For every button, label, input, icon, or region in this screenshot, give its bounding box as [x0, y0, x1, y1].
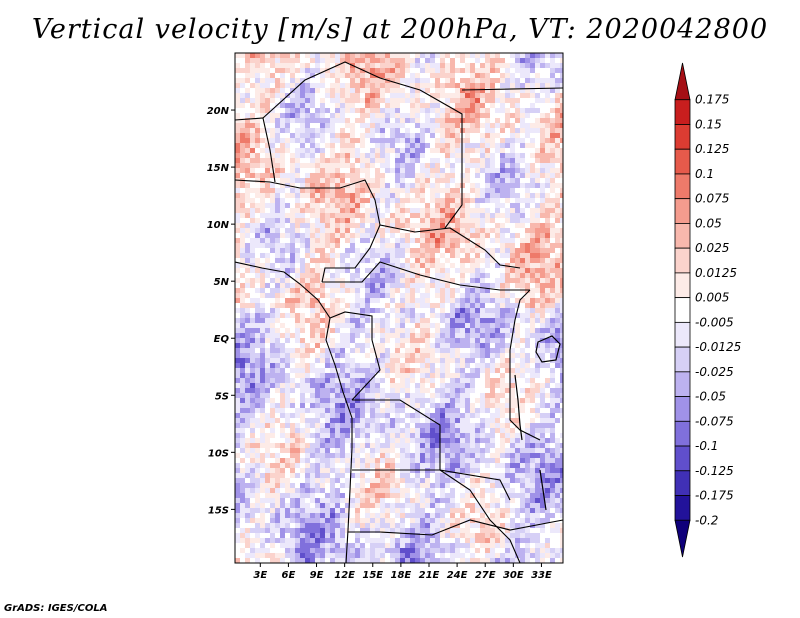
border-sahel	[235, 179, 381, 226]
x-tick-label: 30E	[503, 570, 524, 581]
colorbar-segment	[674, 99, 691, 125]
y-tick-label: 10S	[208, 448, 229, 459]
y-tick-label: 20N	[207, 106, 230, 117]
colorbar-label: 0.075	[695, 192, 729, 206]
colorbar-label: -0.025	[695, 365, 734, 379]
colorbar-label: -0.005	[695, 315, 734, 329]
colorbar-segment	[674, 470, 691, 496]
x-tick-label: 12E	[334, 570, 355, 581]
colorbar-label: 0.0125	[695, 266, 737, 280]
x-tick-label: 9E	[310, 570, 324, 581]
x-tick-label: 15E	[362, 570, 383, 581]
colorbar-label: -0.0125	[695, 340, 741, 354]
colorbar-label: 0.125	[695, 142, 729, 156]
colorbar-segment	[674, 148, 691, 175]
border-west-edge	[235, 117, 276, 183]
border-car	[379, 224, 521, 269]
x-tick-label: 33E	[531, 570, 552, 581]
colorbar-label: -0.125	[695, 464, 734, 478]
border-angola	[352, 399, 511, 501]
colorbar-label: -0.2	[695, 513, 718, 527]
colorbar-segment	[674, 297, 691, 323]
border-drc-east	[509, 289, 541, 441]
border-east	[439, 469, 521, 563]
chart-title: Vertical velocity [m/s] at 200hPa, VT: 2…	[31, 14, 769, 45]
coastline	[235, 261, 353, 563]
y-tick-label: 5N	[214, 277, 230, 288]
colorbar-segment	[674, 371, 691, 397]
y-tick-label: 15S	[208, 505, 229, 516]
country-borders	[235, 61, 563, 563]
credit-text: GrADS: IGES/COLA	[4, 603, 108, 614]
colorbar-segment	[674, 272, 691, 299]
colorbar-label: 0.025	[695, 241, 729, 255]
x-tick-label: 27E	[475, 570, 496, 581]
lakes	[514, 335, 561, 511]
plot-frame	[234, 52, 564, 564]
y-tick-label: 15N	[207, 163, 230, 174]
lake-malawi	[539, 469, 547, 511]
border-ne	[461, 87, 563, 91]
colorbar-segment	[674, 519, 691, 558]
map-field	[235, 53, 563, 563]
colorbar-segment	[674, 247, 691, 274]
x-tick-label: 6E	[282, 570, 296, 581]
colorbar-label: 0.175	[695, 93, 729, 107]
colorbar-label: 0.005	[695, 291, 729, 305]
colorbar-segment	[674, 396, 691, 422]
x-axis: 3E 6E 9E 12E 15E 18E 21E 24E 27E 30E 33E	[253, 563, 552, 581]
colorbar-segment	[674, 223, 691, 249]
colorbar-segment	[674, 173, 691, 200]
colorbar-segment	[674, 321, 691, 348]
colorbar-label: 0.15	[695, 117, 722, 131]
border-congo-north	[322, 261, 530, 291]
y-axis: 20N 15N 10N 5N EQ 5S 10S 15S	[207, 106, 235, 516]
colorbar-label: -0.05	[695, 390, 726, 404]
colorbar-segment	[674, 445, 691, 472]
border-north	[262, 61, 463, 229]
lake-tanganyika	[514, 374, 523, 441]
x-tick-label: 18E	[390, 570, 411, 581]
colorbar-segment	[674, 124, 691, 150]
colorbar-segment	[674, 198, 691, 224]
border-gabon	[329, 311, 373, 340]
border-congo	[351, 339, 381, 401]
colorbar-label: 0.05	[695, 216, 722, 230]
colorbar-label: 0.1	[695, 167, 714, 181]
colorbar-segment	[674, 62, 691, 101]
border-chad	[321, 224, 381, 283]
x-tick-label: 3E	[253, 570, 267, 581]
colorbar-label: -0.1	[695, 439, 718, 453]
lake-victoria	[535, 335, 561, 363]
colorbar-segment	[674, 495, 691, 521]
colorbar-segment	[674, 346, 691, 373]
border-south	[348, 519, 563, 536]
y-tick-label: 5S	[215, 391, 229, 402]
colorbar-label: -0.075	[695, 414, 734, 428]
x-tick-label: 24E	[447, 570, 468, 581]
colorbar-segment	[674, 420, 691, 447]
colorbar-label: -0.175	[695, 489, 734, 503]
x-tick-label: 21E	[419, 570, 440, 581]
y-tick-label: EQ	[214, 334, 230, 345]
colorbar: 0.175 0.15 0.125 0.1 0.075 0.05 0.025 0.0125 0.0…	[674, 62, 741, 558]
y-tick-label: 10N	[207, 220, 230, 231]
